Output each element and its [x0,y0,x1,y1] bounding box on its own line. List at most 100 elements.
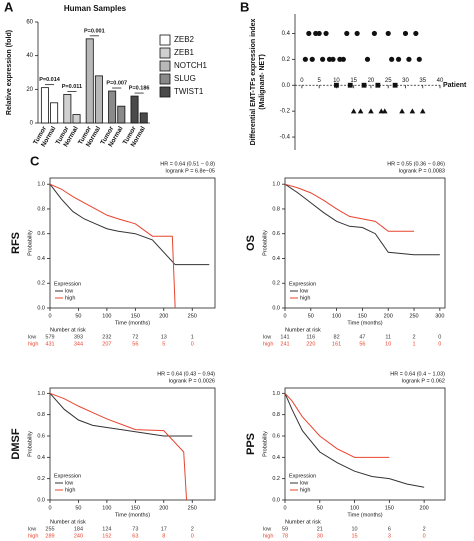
point [402,30,409,37]
legend-label: low [65,480,73,486]
x-tick-label: 200 [159,505,168,511]
risk-count: 289 [45,533,54,539]
point [371,30,378,37]
y-tick-label: 0.8 [37,206,45,212]
risk-count: 141 [280,334,289,340]
point [323,30,329,37]
hr-text: HR = 0.64 (0.4 − 1.03) [390,371,445,377]
x-tick-label: 5 [317,78,321,84]
point [306,30,312,37]
x-tick-label: 35 [419,78,426,84]
risk-count: 255 [45,526,54,532]
x-tick-label: 30 [402,78,409,84]
y-tick-label: 0.6 [37,433,45,439]
endpoint-label: DMSF [10,428,22,459]
y-tick-label: 0.4 [272,455,280,461]
y-tick-label: 0.4 [282,31,291,37]
legend-swatch [159,60,171,72]
plot-frame [284,387,446,501]
point [392,82,398,88]
x-tick-label: 250 [409,313,418,319]
point [330,56,336,62]
point [375,82,381,88]
legend-title: Expression [54,473,81,479]
y-axis-label: Probability [27,431,33,457]
y-axis-label: Relative expression (fold) [6,30,13,115]
bar [139,112,148,124]
risk-count: 1 [413,341,416,347]
hr-text: HR = 0.64 (0.51 − 0.8) [160,161,215,167]
point [316,30,322,37]
bar [50,102,59,124]
legend-label: TWIST1 [174,87,204,96]
y-tick-label: 40 [26,53,33,59]
survival-curve [284,393,425,488]
legend-label: ZEB2 [174,35,195,44]
point [409,108,416,114]
risk-count: 82 [334,334,340,340]
x-tick-label: 50 [75,505,81,511]
y-tick-label: 1.0 [272,182,280,188]
y-tick-label: 0.2 [37,476,45,482]
plot-frame [49,177,216,309]
legend-label: SLUG [174,74,196,83]
y-tick-label: 0.2 [282,57,291,63]
survival-curve [49,183,176,309]
x-tick-label: 25 [385,78,392,84]
point [334,82,339,88]
y-tick-label: 0.0 [37,497,45,503]
risk-count: 431 [45,341,54,347]
bar [94,75,103,124]
y-tick-label: -0.2 [280,109,291,115]
bar [63,93,72,124]
y-tick-label: 0 [30,121,34,127]
bar [108,90,117,124]
x-tick-label: 10 [333,78,340,84]
risk-count: 152 [102,533,111,539]
survival-curve [49,393,193,437]
panel-label: A [4,0,14,14]
y-axis-label: Differential EMT-TFs expression index [250,18,257,145]
risk-count: 8 [162,533,165,539]
risk-count: 72 [132,334,138,340]
risk-row-label: high [28,533,38,539]
y-tick-label: 0.8 [272,412,280,418]
survival-curve [49,183,210,266]
legend-title: Expression [289,281,316,287]
survival-curve [49,392,188,501]
legend-label: high [65,487,75,493]
point [385,30,391,37]
x-tick-label: 20 [368,78,375,84]
legend-label: high [300,487,310,493]
risk-row-label: low [263,334,271,340]
y-axis-label: Probability [27,230,33,256]
point [395,56,402,62]
x-tick-label: 50 [308,313,314,319]
legend-title: Expression [289,473,316,479]
y-tick-label: 0.0 [282,83,291,89]
risk-count: 78 [282,533,288,539]
annotation: P=0.001 [84,28,105,34]
annotation: P=0.186 [129,86,150,92]
x-axis-label: Time (months) [115,320,150,326]
plot-frame [49,387,216,501]
point [350,108,357,114]
survival-curve [284,183,440,256]
y-tick-label: 1.0 [272,391,280,397]
risk-count: 3 [388,533,391,539]
point [361,82,367,88]
risk-title: Number at risk [285,519,321,525]
risk-count: 0 [438,341,441,347]
y-tick-label: 0.0 [272,305,280,311]
risk-count: 6 [388,526,391,532]
y-axis-label: (Malignant- NET) [259,54,266,110]
x-tick-label: 100 [350,505,359,511]
annotation: P=0.011 [62,84,82,90]
panel-label: B [240,0,249,14]
risk-count: 59 [282,526,288,532]
y-tick-label: 0.4 [37,256,45,262]
bar [40,87,49,124]
x-tick-label: 100 [102,505,111,511]
risk-count: 579 [45,334,54,340]
risk-count: 73 [132,526,138,532]
